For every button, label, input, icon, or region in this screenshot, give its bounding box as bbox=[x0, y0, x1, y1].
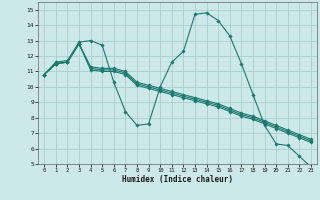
X-axis label: Humidex (Indice chaleur): Humidex (Indice chaleur) bbox=[122, 175, 233, 184]
